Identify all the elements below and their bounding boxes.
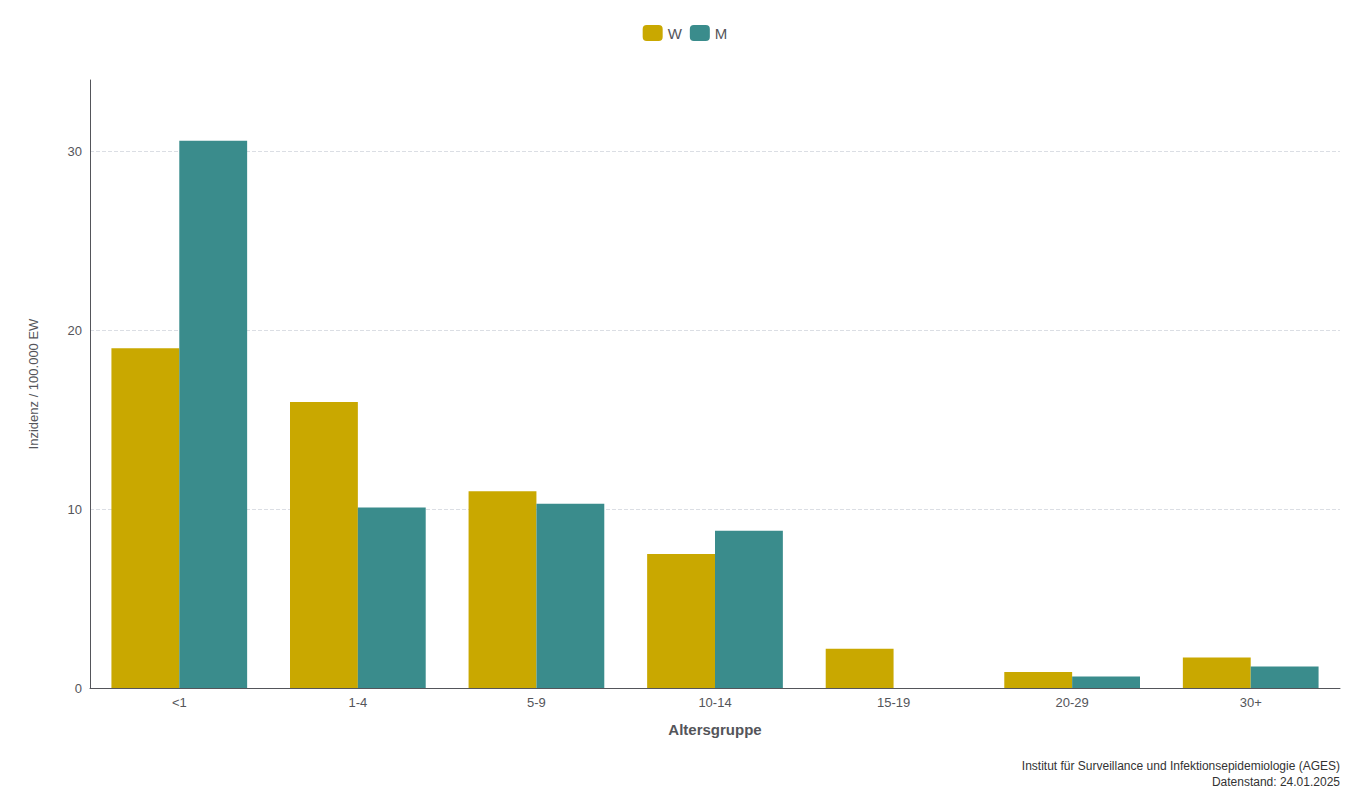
svg-text:M: M	[715, 25, 728, 42]
svg-text:30+: 30+	[1240, 695, 1262, 710]
svg-text:Institut für Surveillance und: Institut für Surveillance und Infektions…	[1022, 759, 1340, 773]
svg-text:Inzidenz / 100.000 EW: Inzidenz / 100.000 EW	[26, 318, 41, 450]
svg-text:Datenstand: 24.01.2025: Datenstand: 24.01.2025	[1212, 775, 1340, 789]
svg-text:1-4: 1-4	[348, 695, 367, 710]
svg-text:15-19: 15-19	[877, 695, 910, 710]
svg-text:10-14: 10-14	[698, 695, 731, 710]
svg-text:0: 0	[75, 681, 82, 696]
svg-text:20-29: 20-29	[1056, 695, 1089, 710]
svg-text:W: W	[668, 25, 683, 42]
svg-text:Altersgruppe: Altersgruppe	[668, 721, 761, 738]
svg-text:5-9: 5-9	[527, 695, 546, 710]
svg-text:20: 20	[68, 323, 82, 338]
svg-text:<1: <1	[172, 695, 187, 710]
svg-text:10: 10	[68, 502, 82, 517]
svg-text:30: 30	[68, 144, 82, 159]
